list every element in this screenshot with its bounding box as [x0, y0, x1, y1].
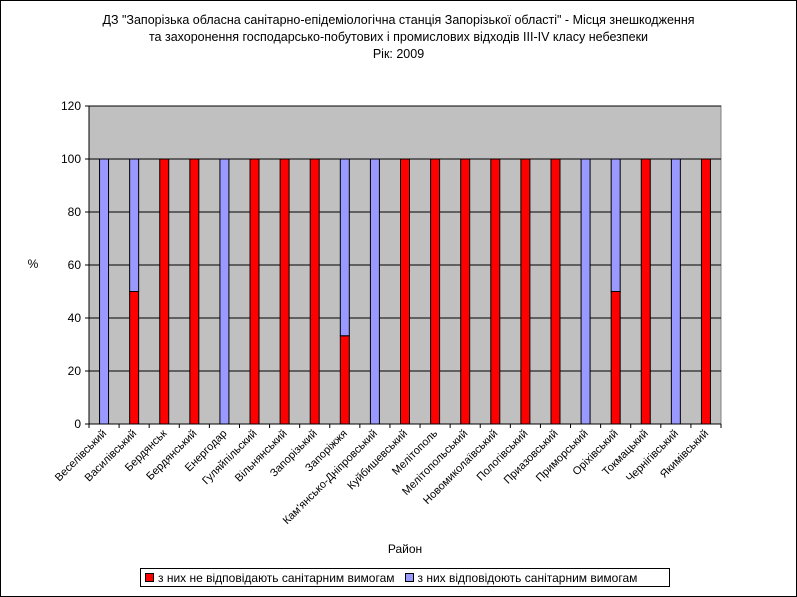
- bar-fail: [279, 158, 290, 425]
- y-tick-label: 0: [74, 417, 81, 431]
- y-tick-label: 60: [68, 258, 82, 272]
- y-axis-label: %: [28, 257, 39, 271]
- bar-ok: [339, 158, 350, 337]
- bar-ok: [580, 158, 591, 425]
- bar-fail: [550, 158, 561, 425]
- bar-fail: [430, 158, 441, 425]
- chart-title-line-2: та захоронення господарсько-побутових і …: [148, 30, 649, 44]
- bar-ok: [99, 158, 110, 425]
- legend-label-fail: з них не відповідають санітарним вимогам: [158, 570, 395, 585]
- bar-ok: [369, 158, 380, 425]
- bar-fail: [640, 158, 651, 425]
- bar-fail: [490, 158, 501, 425]
- chart-title-line-1: ДЗ "Запорізька обласна санітарно-епідемі…: [102, 13, 695, 27]
- bar-fail: [339, 335, 350, 425]
- bar-fail: [249, 158, 260, 425]
- bar-fail: [309, 158, 320, 425]
- bar-fail: [400, 158, 410, 425]
- x-axis-label: Район: [388, 542, 422, 556]
- bar-fail: [129, 291, 140, 425]
- bar-fail: [460, 158, 471, 425]
- bar-ok: [670, 158, 681, 425]
- chart-title-line-3: Рік: 2009: [372, 47, 425, 61]
- y-tick-label: 120: [61, 99, 81, 113]
- legend-item-fail: з них не відповідають санітарним вимогам: [145, 571, 395, 585]
- bar-fail: [520, 158, 531, 425]
- legend-item-ok: з них відповідоють санітарним вимогам: [404, 570, 638, 585]
- bar-ok: [610, 158, 621, 292]
- bar-fail: [189, 158, 200, 425]
- legend-swatch-ok: [404, 573, 414, 582]
- y-tick-label: 100: [61, 152, 81, 166]
- y-tick-label: 20: [68, 364, 82, 378]
- bar-fail: [610, 291, 621, 425]
- legend-swatch-fail: [145, 573, 154, 582]
- bar-fail: [159, 158, 170, 425]
- bar-ok: [129, 158, 140, 292]
- legend-label-ok: з них відповідоють санітарним вимогам: [417, 570, 638, 585]
- y-tick-label: 80: [68, 205, 82, 219]
- bar-fail: [700, 158, 711, 425]
- x-tick-label: Веселівський: [53, 428, 109, 484]
- y-tick-label: 40: [68, 311, 82, 325]
- bar-ok: [219, 158, 230, 425]
- chart-legend: з них не відповідають санітарним вимогам…: [140, 568, 670, 587]
